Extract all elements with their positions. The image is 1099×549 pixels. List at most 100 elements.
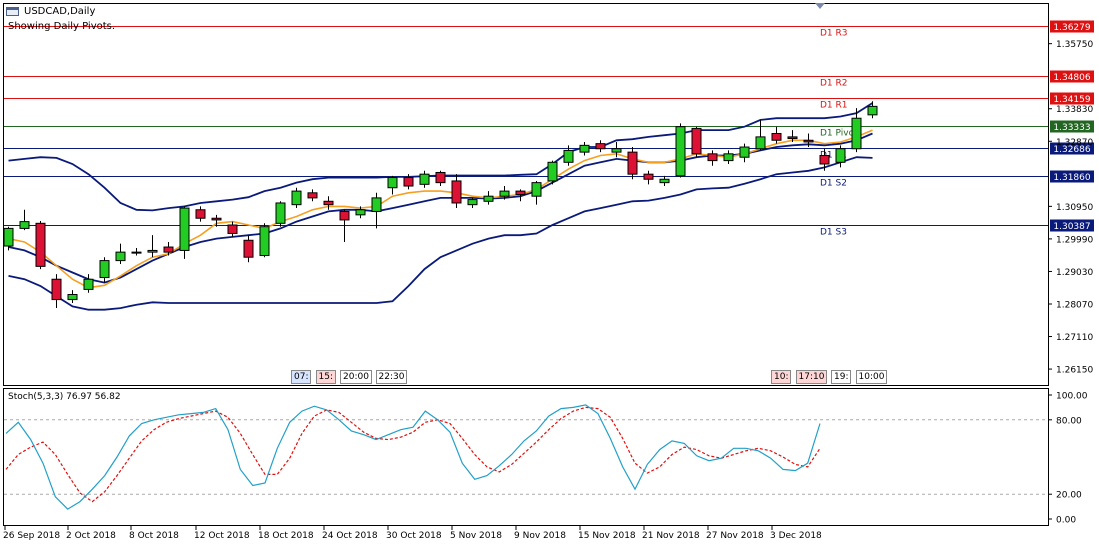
- candle-body: [707, 153, 718, 162]
- stoch-signal-line: [5, 406, 821, 503]
- candle-body: [419, 173, 430, 185]
- time-tag: 10:00: [855, 370, 888, 384]
- pivot-price-label: 1.30387: [1053, 222, 1090, 232]
- candle-body: [483, 195, 494, 202]
- candle-body: [19, 221, 30, 229]
- candle-body: [563, 149, 574, 163]
- candle-body: [803, 139, 814, 143]
- candle-body: [307, 192, 318, 199]
- candle-body: [771, 132, 782, 141]
- time-tick-label: 24 Oct 2018: [322, 531, 378, 541]
- stoch-tick-label: 20.00: [1056, 491, 1082, 501]
- main-panel-frame: [3, 3, 1049, 386]
- pivot-price-label: 1.34806: [1053, 73, 1090, 83]
- candle-body: [611, 148, 622, 153]
- chart-subtitle: Showing Daily Pivots.: [8, 21, 116, 32]
- candle-body: [243, 239, 254, 258]
- candle-body: [675, 126, 686, 177]
- candle-body: [755, 136, 766, 150]
- candle-body: [179, 207, 190, 251]
- bollinger-bands: [8, 102, 873, 311]
- time-axis: 26 Sep 2018 2 Oct 2018 8 Oct 2018 12 Oct 20…: [3, 526, 822, 541]
- candlesticks: [3, 101, 878, 309]
- stoch-label: Stoch(5,3,3) 76.97 56.82: [8, 392, 121, 402]
- price-tick-label: 1.32870: [1056, 138, 1093, 148]
- pivot-price-tag: [1050, 20, 1094, 33]
- chart-shift-marker[interactable]: [815, 3, 825, 9]
- candle-body: [387, 177, 398, 189]
- time-tick-label: 12 Oct 2018: [194, 531, 250, 541]
- candle-body: [147, 249, 158, 253]
- time-tick-label: 2 Oct 2018: [66, 531, 116, 541]
- pivot-price-tag: [1050, 170, 1094, 183]
- candle-body: [131, 251, 142, 254]
- price-tick-label: 1.28070: [1056, 300, 1093, 310]
- candle-body: [579, 144, 590, 153]
- candle-body: [659, 178, 670, 184]
- candle-body: [819, 155, 830, 165]
- candle-body: [339, 210, 350, 221]
- candle-body: [515, 190, 526, 196]
- candle-body: [115, 251, 126, 262]
- candle-body: [403, 177, 414, 187]
- window-icon: [6, 7, 19, 16]
- pivot-price-label: 1.34159: [1053, 95, 1090, 105]
- pivot-price-tag: [1050, 219, 1094, 232]
- pivot-name: D1 Pivot: [820, 129, 858, 139]
- pivot-price-label: 1.32686: [1053, 145, 1090, 155]
- price-tick-label: 1.35750: [1056, 40, 1093, 50]
- price-tick-label: 1.33830: [1056, 105, 1093, 115]
- candle-body: [67, 293, 78, 301]
- time-tag: 15:: [315, 370, 336, 384]
- time-tick-label: 26 Sep 2018: [3, 531, 60, 541]
- pivot-price-tag: [1050, 92, 1094, 105]
- candle-body: [787, 136, 798, 140]
- pivot-name: D1 R2: [820, 79, 848, 89]
- pivot-lines: D1 R3 1.36279 D1 R2 1.34806 D1 R1 1.34159 D1 P…: [4, 20, 1094, 238]
- time-tag: 22:30: [375, 370, 408, 384]
- candle-body: [163, 246, 174, 253]
- stoch-tick-label: 80.00: [1056, 416, 1082, 426]
- candle-body: [595, 143, 606, 150]
- candle-body: [3, 227, 14, 247]
- candle-body: [35, 222, 46, 267]
- time-tick-label: 9 Nov 2018: [514, 531, 566, 541]
- candle-body: [499, 190, 510, 197]
- time-tick-label: 5 Nov 2018: [450, 531, 502, 541]
- candle-body: [467, 199, 478, 206]
- pivot-name: D1 S3: [820, 228, 847, 238]
- time-tag: 17:10: [795, 370, 828, 384]
- candle-body: [835, 148, 846, 163]
- time-tick-label: 27 Nov 2018: [706, 531, 764, 541]
- time-tick-label: 18 Oct 2018: [258, 531, 314, 541]
- pivot-price-label: 1.36279: [1053, 23, 1090, 33]
- candle-body: [371, 197, 382, 212]
- bollinger-lower-line: [8, 156, 873, 311]
- chart-title: USDCAD,Daily: [24, 6, 96, 17]
- candle-body: [275, 202, 286, 224]
- time-tick-label: 8 Oct 2018: [129, 531, 179, 541]
- stoch-tick-label: 100.00: [1056, 392, 1088, 402]
- candle-body: [851, 117, 862, 150]
- candle-body: [51, 278, 62, 301]
- candle-body: [627, 151, 638, 175]
- time-tag: 07:: [291, 370, 312, 384]
- candle-body: [227, 224, 238, 234]
- time-tag: 19:: [831, 370, 852, 384]
- candle-body: [323, 200, 334, 206]
- time-tick-label: 3 Dec 2018: [770, 531, 822, 541]
- candle-body: [195, 209, 206, 219]
- pivot-name: D1 R1: [820, 101, 848, 111]
- pivot-price-label: 1.33333: [1053, 123, 1090, 133]
- price-tick-label: 1.29990: [1056, 235, 1093, 245]
- pivot-price-label: 1.31860: [1053, 173, 1090, 183]
- time-tick-label: 21 Nov 2018: [642, 531, 700, 541]
- candle-body: [739, 146, 750, 158]
- candle-body: [691, 127, 702, 155]
- pivot-name: D1 R3: [820, 29, 848, 39]
- pivot-price-tag: [1050, 120, 1094, 133]
- pivot-price-tag: [1050, 70, 1094, 83]
- candle-body: [211, 217, 222, 221]
- price-axis: 1.35750 1.33830 1.32870 1.30950 1.29990 1.290…: [1048, 40, 1093, 376]
